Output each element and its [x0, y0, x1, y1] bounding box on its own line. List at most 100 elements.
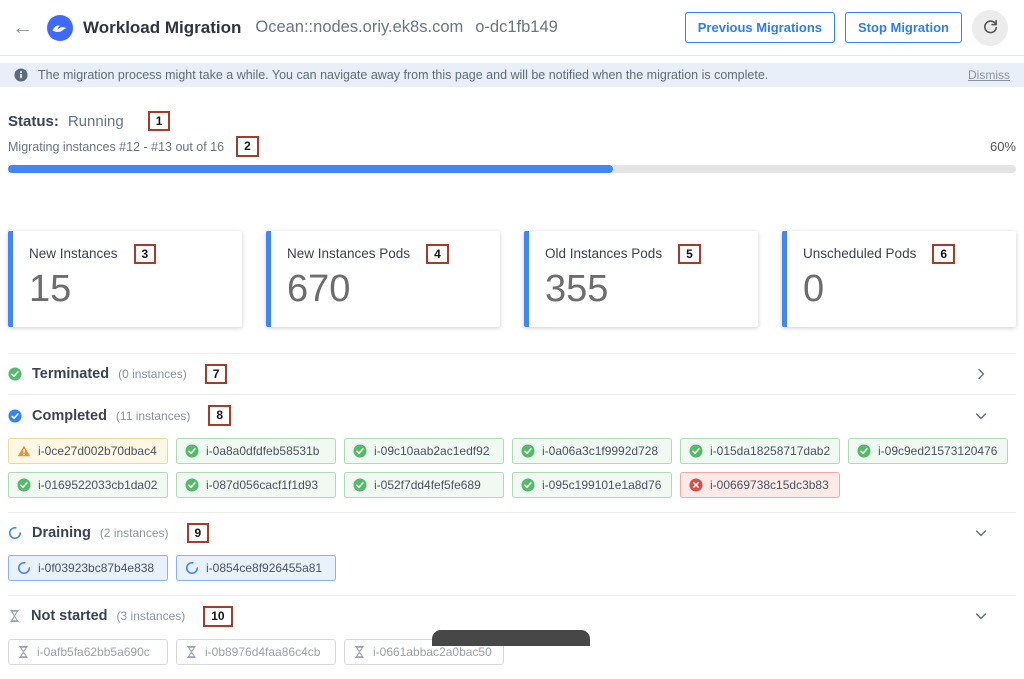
metric-card-unscheduled-pods: Unscheduled Pods 6 0: [782, 230, 1016, 327]
check-circle-green-icon: [185, 478, 199, 492]
instance-chip-i-087d056cacf1f1d93[interactable]: i-087d056cacf1f1d93: [176, 471, 336, 498]
instance-id: i-052f7dd4fef5fe689: [374, 477, 481, 492]
metric-card-new-instances: New Instances 3 15: [8, 230, 242, 327]
check-circle-blue-icon: [8, 408, 22, 423]
ocean-logo-icon: [47, 14, 73, 41]
section-header-completed[interactable]: Completed (11 instances) 8: [8, 395, 1016, 435]
instance-chip-i-0169522033cb1da02[interactable]: i-0169522033cb1da02: [8, 471, 168, 498]
annotation-box-8: 8: [208, 405, 232, 426]
progress-text: Migrating instances #12 - #13 out of 16: [8, 139, 225, 154]
spinner-circle-icon: [8, 526, 22, 540]
instance-id: i-09c9ed21573120476: [878, 443, 998, 458]
section-completed: Completed (11 instances) 8 i-0ce27d002b70db…: [8, 394, 1016, 511]
progress-percent: 60%: [989, 139, 1016, 155]
section-header-terminated[interactable]: Terminated (0 instances) 7: [8, 354, 1016, 394]
card-label-row: Unscheduled Pods 6: [803, 243, 1000, 265]
hourglass-icon: [185, 645, 198, 659]
main-content: Status: Running 1 Migrating instances #1…: [0, 111, 1024, 679]
chevron-down-icon[interactable]: [974, 526, 988, 540]
stop-migration-button[interactable]: Stop Migration: [845, 12, 962, 43]
card-label: Unscheduled Pods: [803, 246, 917, 262]
check-circle-green-icon: [521, 444, 535, 458]
card-label: New Instances Pods: [287, 246, 411, 262]
instance-id: i-0afb5fa62bb5a690c: [37, 644, 150, 659]
section-header-not-started[interactable]: Not started (3 instances) 10: [8, 596, 1016, 636]
x-circle-red-icon: [689, 478, 703, 492]
instance-chip-i-09c10aab2ac1edf92[interactable]: i-09c10aab2ac1edf92: [344, 437, 504, 464]
instance-chip-i-052f7dd4fef5fe689[interactable]: i-052f7dd4fef5fe689: [344, 471, 504, 498]
status-value: Running: [67, 112, 124, 130]
hourglass-icon: [17, 645, 30, 659]
instance-chip-i-0f03923bc87b4e838[interactable]: i-0f03923bc87b4e838: [8, 555, 168, 582]
section-draining: Draining (2 instances) 9 i-0f03923bc87b4e83…: [8, 511, 1016, 595]
section-count: (3 instances): [116, 609, 186, 624]
warning-triangle-icon: [17, 444, 31, 458]
instance-id: i-087d056cacf1f1d93: [206, 477, 319, 492]
check-circle-green-icon: [185, 444, 199, 458]
check-circle-green-icon: [689, 444, 703, 458]
banner-text: The migration process might take a while…: [38, 68, 769, 82]
cluster-name: Ocean::nodes.oriy.ek8s.com: [255, 18, 464, 36]
card-label: Old Instances Pods: [545, 246, 663, 262]
instance-id: i-0a8a0dfdfeb58531b: [206, 443, 320, 458]
annotation-box-9: 9: [186, 522, 210, 544]
status-label: Status:: [8, 112, 59, 130]
card-value: 0: [803, 268, 825, 311]
check-circle-green-icon: [353, 444, 367, 458]
hourglass-icon: [8, 609, 21, 623]
section-title: Terminated: [32, 366, 110, 383]
instance-id: i-0169522033cb1da02: [38, 477, 158, 492]
instance-chip-i-09c9ed21573120476[interactable]: i-09c9ed21573120476: [848, 437, 1008, 464]
ocean-id: o-dc1fb149: [475, 18, 558, 36]
section-count: (2 instances): [99, 525, 169, 540]
instance-id: i-0661abbac2a0bac50: [373, 644, 492, 659]
annotation-box-6: 6: [932, 243, 956, 265]
instance-id: i-095c199101e1a8d76: [542, 477, 662, 492]
annotation-box-5: 5: [678, 243, 701, 265]
instance-id: i-09c10aab2ac1edf92: [374, 443, 490, 458]
header: ← Workload Migration Ocean::nodes.oriy.e…: [0, 0, 1024, 56]
dismiss-link[interactable]: Dismiss: [968, 68, 1010, 82]
back-arrow-icon[interactable]: ←: [12, 16, 33, 39]
metric-card-new-instances-pods: New Instances Pods 4 670: [266, 230, 500, 327]
section-header-draining[interactable]: Draining (2 instances) 9: [8, 513, 1016, 553]
card-value: 670: [287, 268, 351, 311]
instance-chips-draining: i-0f03923bc87b4e838 i-0854ce8f926455a81: [8, 553, 1016, 595]
bottom-popup-edge: [432, 630, 590, 646]
check-circle-green-icon: [857, 444, 871, 458]
card-label-row: New Instances Pods 4: [287, 243, 484, 265]
section-title: Draining: [32, 524, 91, 541]
instance-chip-i-0a8a0dfdfeb58531b[interactable]: i-0a8a0dfdfeb58531b: [176, 437, 336, 464]
status-line: Status: Running 1: [8, 111, 1016, 132]
card-value: 355: [545, 268, 609, 311]
annotation-box-10: 10: [203, 606, 233, 627]
annotation-box-2: 2: [236, 136, 259, 157]
previous-migrations-button[interactable]: Previous Migrations: [684, 12, 835, 43]
spinner-circle-icon: [185, 561, 199, 575]
header-actions: Previous Migrations Stop Migration: [684, 9, 1008, 46]
chevron-down-icon[interactable]: [974, 409, 988, 423]
chevron-down-icon[interactable]: [974, 609, 988, 623]
instance-chip-i-00669738c15dc3b83[interactable]: i-00669738c15dc3b83: [680, 471, 840, 498]
section-title: Not started: [31, 608, 108, 625]
page-title: Workload Migration: [83, 17, 242, 37]
refresh-button[interactable]: [972, 9, 1008, 46]
check-circle-green-icon: [8, 367, 22, 381]
annotation-box-7: 7: [204, 363, 228, 385]
info-icon: [14, 68, 28, 82]
card-label: New Instances: [29, 246, 118, 262]
chevron-right-icon[interactable]: [974, 367, 988, 381]
section-terminated: Terminated (0 instances) 7: [8, 352, 1016, 394]
check-circle-green-icon: [353, 478, 367, 492]
instance-chip-i-095c199101e1a8d76[interactable]: i-095c199101e1a8d76: [512, 471, 672, 498]
instance-chip-i-0854ce8f926455a81[interactable]: i-0854ce8f926455a81: [176, 555, 336, 582]
instance-chip-i-0b8976d4faa86c4cb[interactable]: i-0b8976d4faa86c4cb: [176, 638, 336, 665]
instance-chip-i-0ce27d002b70dbac4[interactable]: i-0ce27d002b70dbac4: [8, 437, 168, 464]
instance-id: i-0f03923bc87b4e838: [38, 561, 155, 576]
instance-chip-i-0afb5fa62bb5a690c[interactable]: i-0afb5fa62bb5a690c: [8, 638, 168, 665]
spinner-circle-icon: [17, 561, 31, 575]
instance-chip-i-015da18258717dab2[interactable]: i-015da18258717dab2: [680, 437, 840, 464]
annotation-box-1: 1: [147, 111, 171, 132]
instance-chip-i-0a06a3c1f9992d728[interactable]: i-0a06a3c1f9992d728: [512, 437, 672, 464]
